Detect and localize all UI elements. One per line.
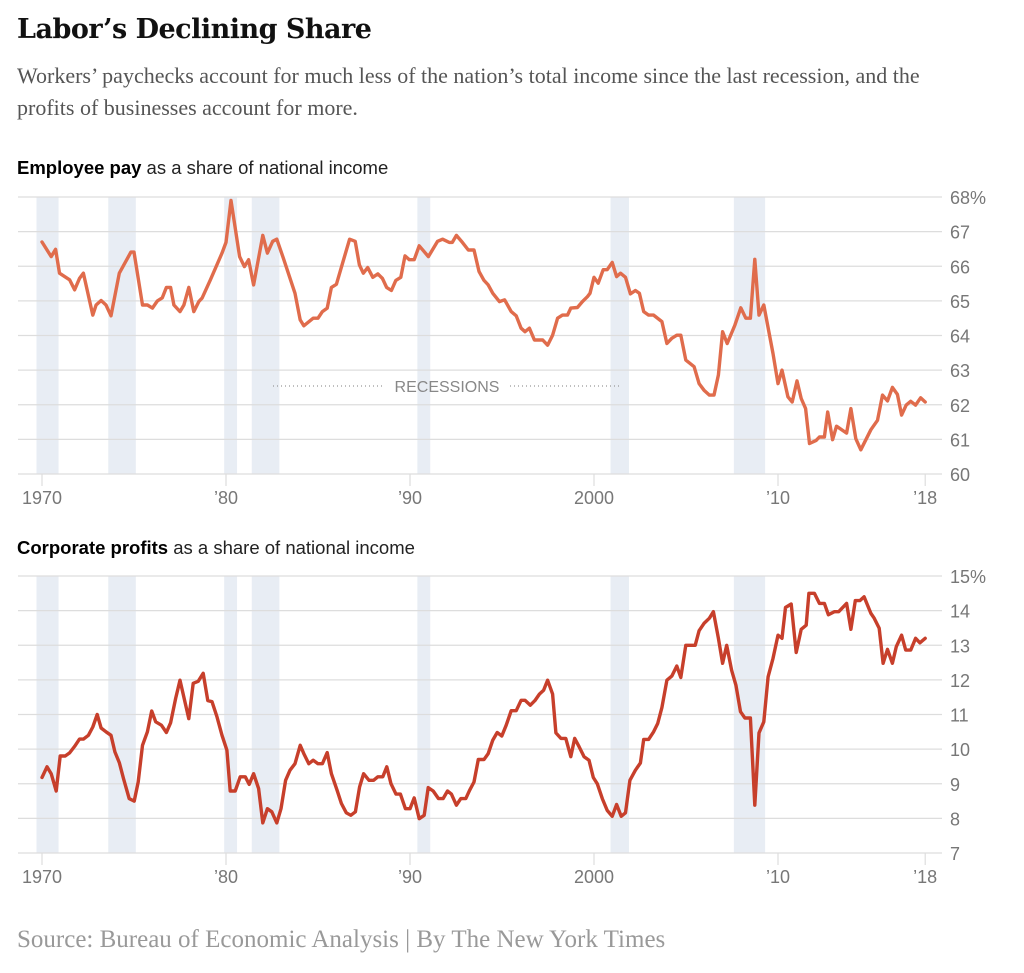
x-tick-label: ’80	[214, 488, 238, 508]
x-tick-label: ’18	[913, 488, 937, 508]
x-tick-label: 2000	[574, 488, 614, 508]
employee-pay-chart: 68% 67 66 65 64 63 62 61 60 1970 ’80 ’90 2000 ’10 ’18 R…	[18, 188, 986, 508]
recessions-annotation: RECESSIONS	[395, 379, 500, 396]
y-tick-label: 13	[950, 636, 970, 656]
x-tick-label: 1970	[22, 867, 62, 887]
corporate-profits-label-rest: as a share of national income	[168, 537, 415, 558]
x-tick-label: ’18	[913, 867, 937, 887]
chart-subtitle: Workers’ paychecks account for much less…	[17, 63, 920, 120]
corporate-profits-line	[40, 591, 927, 825]
y-tick-label: 15%	[950, 567, 986, 587]
x-tick-label: ’90	[398, 867, 422, 887]
x-tick-label: 2000	[574, 867, 614, 887]
x-tick-label: ’90	[398, 488, 422, 508]
y-tick-label: 60	[950, 465, 970, 485]
corporate-profits-label-bold: Corporate profits	[17, 537, 169, 558]
chart-title: Labor’s Declining Share	[17, 14, 372, 45]
y-tick-label: 63	[950, 361, 970, 381]
y-tick-label: 7	[950, 844, 960, 864]
employee-pay-line	[40, 198, 927, 452]
y-tick-label: 64	[950, 327, 970, 347]
employee-pay-label-rest: as a share of national income	[141, 157, 389, 178]
y-tick-label: 8	[950, 809, 960, 829]
y-tick-label: 66	[950, 257, 970, 277]
employee-pay-label-bold: Employee pay	[17, 157, 142, 178]
x-tick-label: ’80	[214, 867, 238, 887]
y-tick-label: 9	[950, 775, 960, 795]
x-tick-label: ’10	[766, 867, 790, 887]
y-tick-label: 67	[950, 223, 970, 243]
x-tick-label: ’10	[766, 488, 790, 508]
y-tick-label: 61	[950, 430, 970, 450]
y-tick-label: 62	[950, 396, 970, 416]
y-tick-label: 10	[950, 740, 970, 760]
y-tick-label: 68%	[950, 188, 986, 208]
corporate-profits-chart: 15% 14 13 12 11 10 9 8 7 1970 ’80 ’90 2000 ’10 ’18	[18, 567, 986, 887]
y-tick-label: 65	[950, 292, 970, 312]
x-tick-label: 1970	[22, 488, 62, 508]
corporate-profits-label: Corporate profits as a share of national…	[17, 537, 415, 559]
employee-pay-label: Employee pay as a share of national inco…	[17, 157, 388, 179]
y-tick-label: 12	[950, 671, 970, 691]
y-tick-label: 14	[950, 602, 970, 622]
source-credit: Source: Bureau of Economic Analysis | By…	[17, 926, 666, 953]
y-tick-label: 11	[950, 706, 969, 726]
